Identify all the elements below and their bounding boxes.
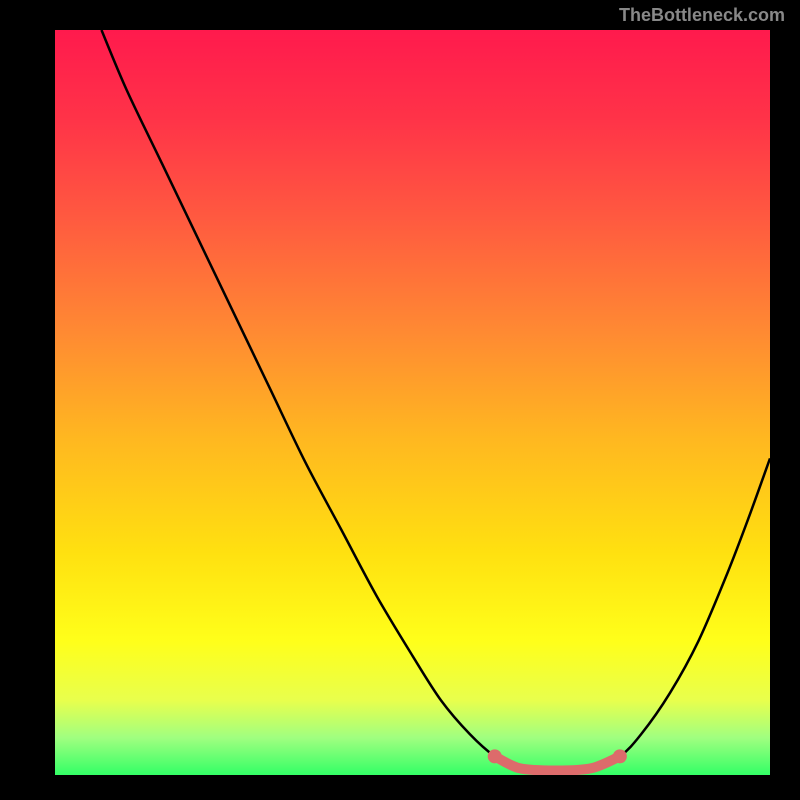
highlight-segment — [495, 756, 620, 770]
highlight-end-dot — [613, 749, 627, 763]
curve-path — [101, 30, 770, 774]
watermark-text: TheBottleneck.com — [619, 5, 785, 26]
highlight-start-dot — [488, 749, 502, 763]
chart-plot-area — [55, 30, 770, 775]
bottleneck-curve — [55, 30, 770, 775]
